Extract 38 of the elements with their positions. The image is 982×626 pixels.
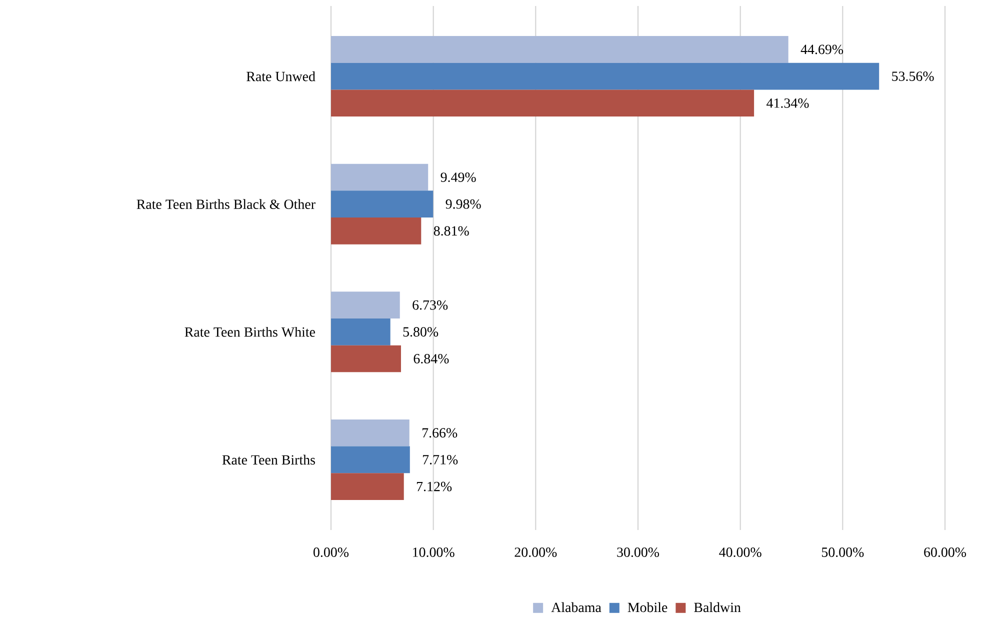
- legend-label: Alabama: [551, 602, 602, 612]
- bar: [331, 292, 400, 318]
- bar: [331, 473, 404, 500]
- data-label: 44.69%: [800, 44, 844, 54]
- bar: [331, 446, 410, 474]
- bar: [331, 419, 410, 446]
- data-label: 7.12%: [416, 482, 452, 492]
- bar: [331, 90, 754, 117]
- data-label: 53.56%: [892, 72, 934, 82]
- bar: [331, 345, 401, 372]
- y-tick-label: Rate Teen Births Black & Other: [136, 199, 316, 210]
- bar: [331, 218, 422, 244]
- x-tick-label: 20.00%: [514, 548, 557, 558]
- data-label: 9.98%: [446, 199, 481, 209]
- data-label: 41.34%: [766, 98, 809, 108]
- data-label: 7.66%: [422, 428, 458, 438]
- x-tick-label: 10.00%: [413, 548, 454, 558]
- data-label: 9.49%: [440, 172, 476, 182]
- data-label: 5.80%: [403, 327, 438, 337]
- data-label: 8.81%: [434, 226, 469, 236]
- x-tick-label: 40.00%: [719, 548, 762, 558]
- data-label: 6.84%: [414, 354, 449, 364]
- bar: [331, 318, 390, 346]
- data-label: 7.71%: [423, 454, 458, 464]
- x-tick-label: 50.00%: [822, 548, 864, 558]
- data-label: 6.73%: [412, 300, 448, 310]
- bar: [331, 62, 880, 90]
- legend-label: Mobile: [628, 602, 668, 612]
- bar: [331, 36, 788, 63]
- y-tick-label: Rate Teen Births: [222, 454, 315, 465]
- y-tick-label: Rate Teen Births White: [184, 326, 316, 337]
- y-tick-label: Rate Unwed: [246, 71, 316, 82]
- x-tick-label: 0.00%: [314, 548, 349, 558]
- bar: [331, 190, 434, 218]
- bar: [331, 164, 428, 191]
- legend-label: Baldwin: [694, 602, 741, 612]
- x-tick-label: 30.00%: [617, 548, 660, 558]
- x-tick-label: 60.00%: [924, 548, 966, 558]
